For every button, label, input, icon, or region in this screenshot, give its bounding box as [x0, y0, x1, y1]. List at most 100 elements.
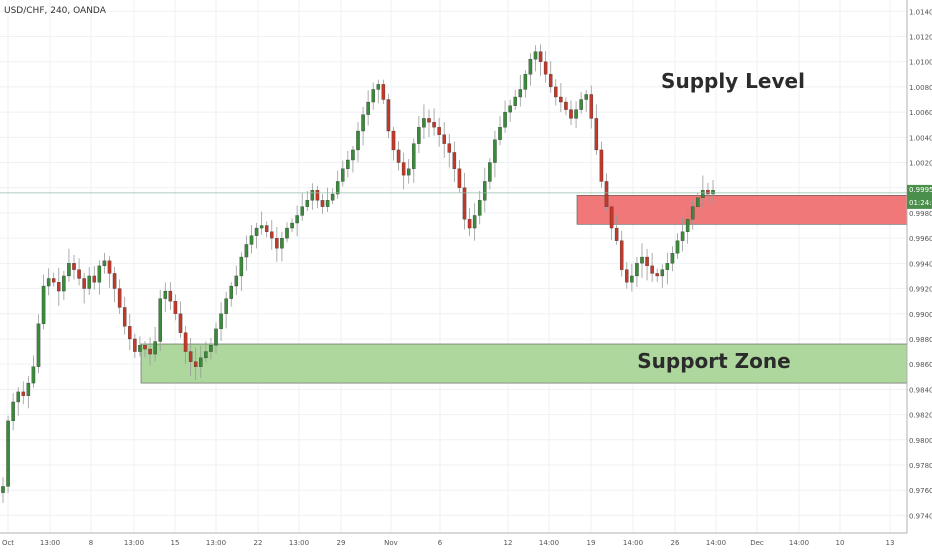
candle-up	[26, 382, 31, 396]
candle-up	[138, 345, 142, 352]
candle-up	[31, 366, 36, 384]
candle-down	[554, 86, 558, 98]
candle-down	[264, 225, 269, 232]
candle-down	[82, 278, 86, 289]
y-tick-label: 1.01000	[909, 59, 932, 67]
candle-up	[711, 190, 715, 195]
candle-down	[609, 206, 614, 229]
candle-up	[341, 168, 345, 182]
candle-down	[193, 361, 198, 367]
candle-down	[117, 288, 122, 308]
time-axis[interactable]: Oct 13:00 8 13:00 15 13:00 22 13:00 29 Nov 6 12 14:0…	[2, 539, 895, 547]
x-tick-label: 29	[337, 539, 346, 547]
candle-up	[224, 298, 228, 314]
candle-up	[346, 159, 350, 169]
candle-up	[422, 118, 426, 128]
candle-down	[559, 96, 563, 103]
x-tick-label: 14:00	[789, 539, 809, 547]
candle-up	[351, 149, 355, 161]
candle-up	[259, 225, 264, 229]
candle-down	[77, 269, 81, 279]
candle-up	[199, 357, 203, 367]
candle-up	[635, 263, 639, 277]
candle-up	[361, 114, 365, 132]
candle-down	[548, 74, 553, 88]
candle-up	[295, 215, 299, 224]
candle-up	[325, 200, 330, 207]
candle-down	[72, 263, 76, 270]
x-tick-label: 14:00	[539, 539, 559, 547]
candle-up	[356, 130, 360, 151]
candle-down	[706, 190, 710, 195]
countdown-badge-bg	[907, 196, 932, 208]
candle-down	[462, 187, 467, 220]
candle-up	[518, 89, 523, 98]
candle-up	[685, 219, 690, 232]
x-tick-label: 14:00	[706, 539, 726, 547]
candle-down	[442, 134, 446, 144]
x-tick-label: Nov	[384, 539, 398, 547]
candle-down	[143, 345, 147, 350]
x-tick-label: 19	[587, 539, 596, 547]
candle-up	[254, 227, 259, 236]
candle-down	[386, 99, 391, 132]
candle-down	[320, 200, 325, 207]
candle-down	[655, 273, 659, 277]
candle-up	[153, 341, 157, 355]
candle-up	[690, 206, 695, 220]
candle-up	[209, 345, 213, 352]
candle-up	[163, 290, 168, 299]
chart-symbol-title: USD/CHF, 240, OANDA	[4, 6, 107, 16]
candle-up	[579, 99, 583, 110]
support-zone-rect	[140, 343, 908, 384]
candle-up	[285, 227, 289, 239]
y-tick-label: 1.00600	[909, 109, 932, 117]
candle-up	[280, 237, 284, 249]
x-tick-label: 13	[886, 539, 895, 547]
x-tick-label: 13:00	[289, 539, 309, 547]
candle-down	[452, 152, 457, 169]
current-price-badge: 0.99959 01:24:46	[907, 184, 932, 209]
candle-down	[21, 391, 26, 396]
candle-up	[696, 197, 700, 207]
candle-up	[640, 256, 644, 264]
candle-down	[391, 130, 396, 151]
candle-down	[381, 84, 386, 100]
candle-up	[660, 269, 665, 277]
x-tick-label: Oct	[2, 539, 14, 547]
x-tick-label: Dec	[750, 539, 764, 547]
candle-up	[87, 275, 91, 289]
x-tick-label: 10	[836, 539, 845, 547]
candle-down	[315, 190, 320, 201]
candle-up	[528, 59, 533, 75]
candle-up	[46, 278, 51, 287]
candle-up	[204, 351, 208, 359]
candle-down	[107, 260, 112, 274]
x-tick-label: 13:00	[124, 539, 144, 547]
candle-down	[432, 122, 436, 128]
x-tick-label: 12	[504, 539, 513, 547]
x-tick-label: 6	[438, 539, 443, 547]
candle-down	[427, 118, 431, 123]
candle-down	[92, 275, 97, 283]
candle-up	[305, 200, 310, 207]
price-axis[interactable]: 1.01400 1.01200 1.01000 1.00800 1.00600 1.004…	[909, 8, 932, 520]
candle-up	[670, 253, 675, 264]
candle-up	[335, 181, 340, 195]
candle-up	[62, 275, 66, 292]
candle-up	[412, 143, 416, 169]
candle-down	[51, 278, 56, 283]
candle-up	[11, 401, 15, 422]
candle-down	[614, 227, 619, 241]
candle-down	[604, 181, 609, 207]
candle-up	[584, 94, 588, 100]
